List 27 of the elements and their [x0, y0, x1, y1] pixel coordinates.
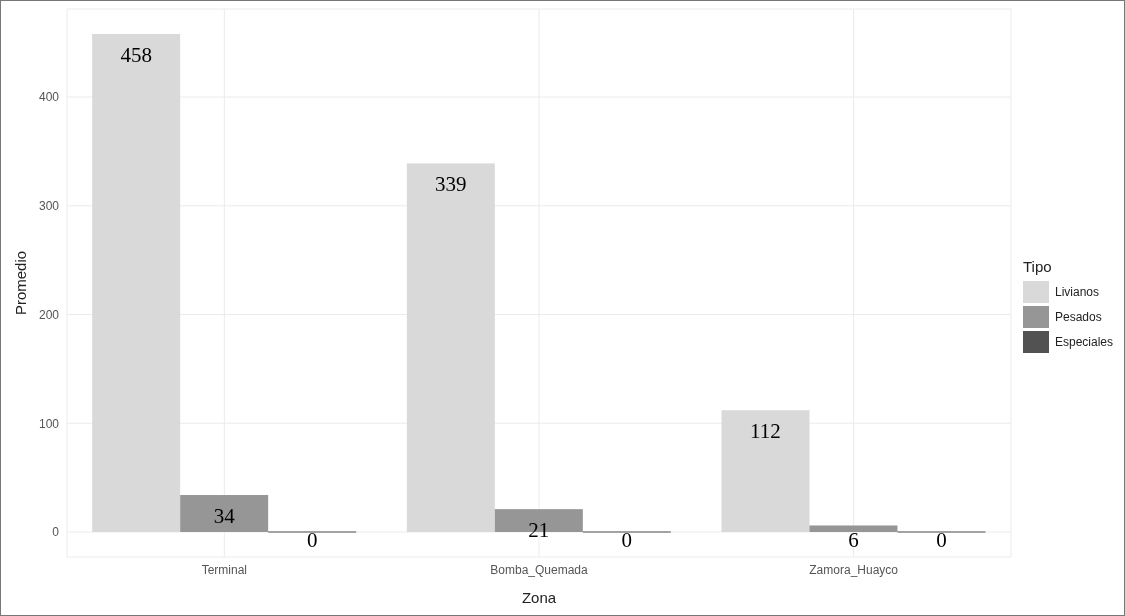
bar	[180, 495, 269, 532]
data-label: 339	[435, 172, 467, 197]
y-tick-label: 200	[38, 307, 60, 322]
data-label: 0	[621, 527, 633, 552]
x-tick-label: Terminal	[201, 562, 248, 577]
data-label: 0	[306, 527, 318, 552]
data-label: 34	[213, 504, 236, 529]
data-label: 6	[848, 527, 859, 552]
bar	[809, 525, 898, 532]
bar	[721, 410, 810, 532]
legend-label: Especiales	[1054, 335, 1113, 349]
data-label: 0	[936, 527, 947, 552]
legend-label: Pesados	[1054, 310, 1102, 324]
y-tick-label: 100	[38, 416, 60, 431]
y-tick-label: 0	[52, 525, 60, 540]
x-axis-title: Zona	[521, 589, 557, 606]
data-label: 112	[750, 419, 781, 444]
x-tick-label: Zamora_Huayco	[809, 562, 899, 577]
y-tick-label: 300	[38, 199, 60, 214]
legend-title: Tipo	[1022, 258, 1053, 275]
y-axis-title: Promedio	[12, 250, 30, 316]
legend-label: Livianos	[1054, 285, 1099, 299]
x-tick-label: Bomba_Quemada	[490, 562, 588, 577]
y-tick-label: 400	[38, 90, 60, 105]
bar	[92, 34, 181, 532]
data-label: 458	[120, 43, 152, 68]
bar	[406, 163, 495, 532]
